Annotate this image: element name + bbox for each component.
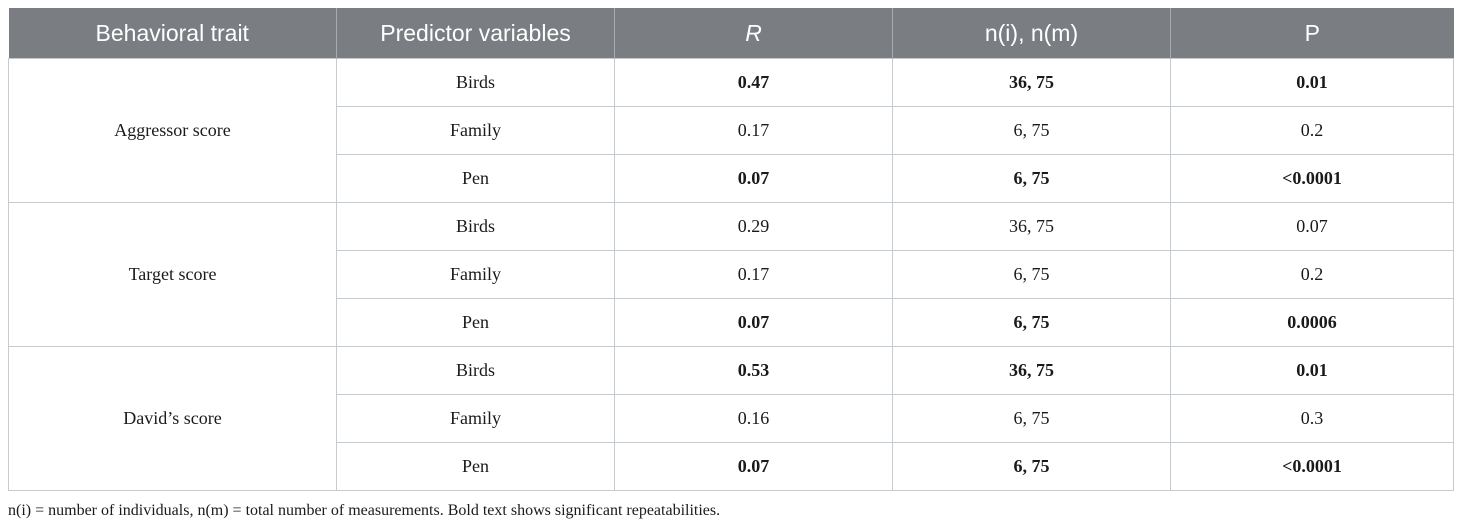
table-body: Aggressor score Birds 0.47 36, 75 0.01 Family… [8,58,1454,491]
sample-size-cell: 6, 75 [892,298,1171,347]
table-row: Pen 0.07 6, 75 <0.0001 [9,154,1454,203]
r-value-cell: 0.53 [614,346,893,395]
predictor-cell: Birds [336,346,615,395]
r-value-cell: 0.16 [614,394,893,443]
p-value-cell: 0.07 [1170,202,1454,251]
sample-size-cell: 6, 75 [892,154,1171,203]
header-sample-sizes: n(i), n(m) [892,8,1171,59]
r-value-cell: 0.07 [614,154,893,203]
repeatability-table-container: Behavioral trait Predictor variables R n… [8,8,1454,491]
sample-size-cell: 36, 75 [892,58,1171,107]
table-row: David’s score Birds 0.53 36, 75 0.01 [8,346,1454,491]
r-value-cell: 0.07 [614,298,893,347]
header-predictor-variables: Predictor variables [336,8,615,59]
table-header: Behavioral trait Predictor variables R n… [8,8,1454,59]
r-value-cell: 0.07 [614,442,893,491]
sample-size-cell: 6, 75 [892,394,1171,443]
p-value-cell: 0.0006 [1170,298,1454,347]
table-row: Target score Birds 0.29 36, 75 0.07 [8,202,1454,347]
predictor-cell: Pen [336,298,615,347]
repeatability-table: Behavioral trait Predictor variables R n… [8,8,1454,491]
r-value-cell: 0.17 [614,106,893,155]
p-value-cell: 0.3 [1170,394,1454,443]
r-value-cell: 0.29 [614,202,893,251]
header-row: Behavioral trait Predictor variables R n… [8,8,1454,59]
r-value-cell: 0.47 [614,58,893,107]
predictor-cell: Pen [336,154,615,203]
predictor-cell: Birds [336,202,615,251]
sample-size-cell: 36, 75 [892,346,1171,395]
sample-size-cell: 6, 75 [892,250,1171,299]
table-row: Family 0.17 6, 75 0.2 [9,250,1454,299]
table-row: Pen 0.07 6, 75 <0.0001 [9,442,1454,491]
table-row: Family 0.17 6, 75 0.2 [9,106,1454,155]
predictor-cell: Family [336,394,615,443]
sample-size-cell: 6, 75 [892,106,1171,155]
sample-size-cell: 36, 75 [892,202,1171,251]
p-value-cell: <0.0001 [1170,154,1454,203]
p-value-cell: 0.2 [1170,106,1454,155]
p-value-cell: <0.0001 [1170,442,1454,491]
r-value-cell: 0.17 [614,250,893,299]
sample-size-cell: 6, 75 [892,442,1171,491]
behavioral-trait-cell: Aggressor score [8,58,337,203]
p-value-cell: 0.2 [1170,250,1454,299]
header-r: R [614,8,893,59]
table-row: Pen 0.07 6, 75 0.0006 [9,298,1454,347]
header-p: P [1170,8,1454,59]
predictor-cell: Family [336,250,615,299]
table-row: Aggressor score Birds 0.47 36, 75 0.01 [8,58,1454,203]
predictor-cell: Family [336,106,615,155]
predictor-cell: Birds [336,58,615,107]
header-behavioral-trait: Behavioral trait [8,8,337,59]
behavioral-trait-cell: David’s score [8,346,337,491]
predictor-cell: Pen [336,442,615,491]
table-footnote: n(i) = number of individuals, n(m) = tot… [8,502,721,519]
behavioral-trait-cell: Target score [8,202,337,347]
table-row: Family 0.16 6, 75 0.3 [9,394,1454,443]
p-value-cell: 0.01 [1170,346,1454,395]
p-value-cell: 0.01 [1170,58,1454,107]
